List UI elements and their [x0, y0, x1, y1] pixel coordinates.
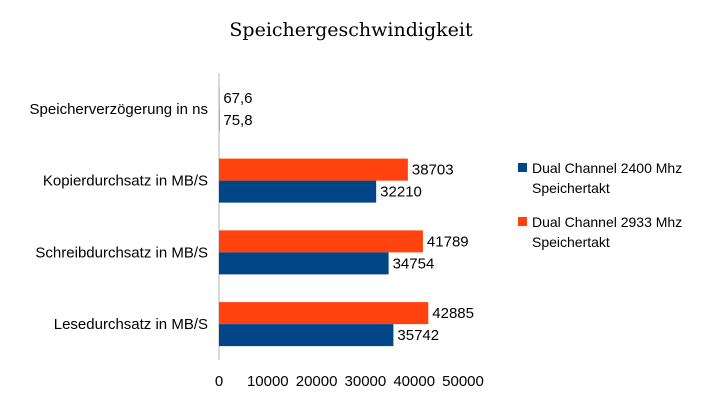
- data-label: 32210: [380, 184, 422, 201]
- chart-title: Speichergeschwindigkeit: [229, 19, 473, 41]
- bar: [219, 324, 394, 347]
- x-tick-label: 10000: [247, 373, 289, 390]
- data-label: 38703: [412, 162, 454, 179]
- plot-area: Speicherverzögerung in ns 67,6 75,8 Kopierd…: [30, 73, 484, 390]
- x-tick-label: 50000: [442, 373, 484, 390]
- x-tick-label: 0: [215, 373, 223, 390]
- bar: [219, 158, 408, 181]
- data-label: 34754: [393, 255, 435, 272]
- x-tick-label: 30000: [345, 373, 387, 390]
- bar: [219, 180, 377, 203]
- x-tick-label: 40000: [393, 373, 435, 390]
- category-label: Kopierdurchsatz in MB/S: [43, 173, 208, 190]
- bar: [219, 252, 389, 275]
- bar: [219, 302, 429, 325]
- data-label: 42885: [432, 305, 474, 322]
- bar: [219, 230, 423, 253]
- category-label: Speicherverzögerung in ns: [30, 101, 208, 118]
- x-tick-label: 20000: [296, 373, 338, 390]
- legend: Dual Channel 2400 Mhz Speichertakt Dual Ch…: [518, 160, 682, 250]
- legend-label: Dual Channel 2400 Mhz: [532, 160, 682, 176]
- data-label: 67,6: [223, 90, 252, 107]
- category-label: Lesedurchsatz in MB/S: [54, 316, 208, 333]
- data-label: 35742: [397, 327, 439, 344]
- category-label: Schreibdurchsatz in MB/S: [35, 244, 208, 261]
- legend-label: Speichertakt: [532, 234, 610, 250]
- data-label: 41789: [427, 233, 469, 250]
- legend-swatch: [518, 163, 527, 172]
- data-label: 75,8: [223, 112, 252, 129]
- legend-swatch: [518, 217, 527, 226]
- legend-label: Speichertakt: [532, 180, 610, 196]
- legend-label: Dual Channel 2933 Mhz: [532, 214, 682, 230]
